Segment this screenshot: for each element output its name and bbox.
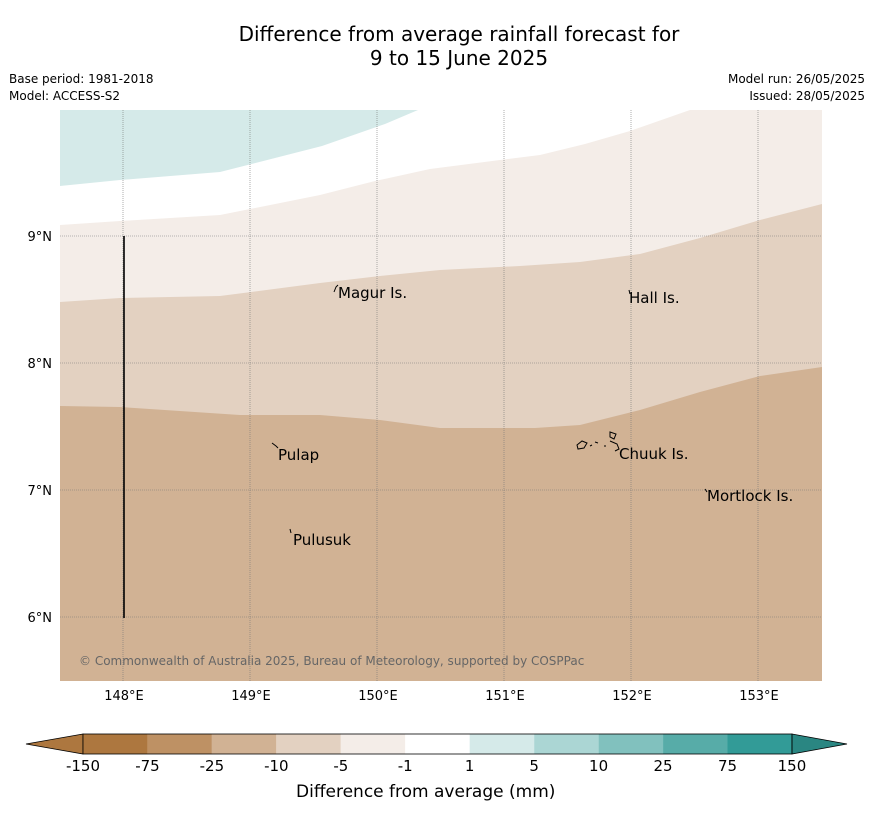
mortlock-island-shape — [704, 488, 708, 493]
colorbar-swatch — [405, 734, 470, 754]
place-label-pulap: Pulap — [278, 446, 319, 464]
place-label-chuuk: Chuuk Is. — [619, 445, 688, 463]
copyright-text: © Commonwealth of Australia 2025, Bureau… — [79, 654, 584, 668]
forecast-map: Magur Is. Hall Is. Pulap Chuuk Is. Mortl… — [28, 110, 822, 704]
place-label-magur: Magur Is. — [338, 284, 407, 302]
gridlines — [60, 110, 822, 681]
lon-tick-152e: 152°E — [612, 689, 652, 704]
lon-tick-149e: 149°E — [231, 689, 271, 704]
colorbar-swatch — [469, 734, 535, 754]
colorbar-swatches — [25, 733, 848, 755]
lon-tick-148e: 148°E — [104, 689, 144, 704]
lat-tick-7n: 7°N — [28, 484, 53, 499]
colorbar-tick-label: 25 — [654, 757, 673, 775]
place-label-pulusuk: Pulusuk — [293, 531, 351, 549]
colorbar-extend-high — [791, 733, 848, 755]
base-period-text: Base period: 1981-2018 — [9, 72, 154, 86]
colorbar-tick-label: 10 — [589, 757, 608, 775]
title-line-2: 9 to 15 June 2025 — [369, 46, 549, 70]
model-text: Model: ACCESS-S2 — [9, 89, 121, 103]
meta-right: Model run: 26/05/2025 Issued: 28/05/2025 — [728, 71, 865, 105]
meta-left: Base period: 1981-2018 Model: ACCESS-S2 — [9, 71, 154, 105]
model-run-text: Model run: 26/05/2025 — [727, 72, 865, 86]
colorbar-tick-label: -75 — [135, 757, 160, 775]
rainfall-anomaly-field — [60, 110, 822, 681]
colorbar-swatch — [83, 734, 148, 754]
title-line-1: Difference from average rainfall forecas… — [238, 22, 680, 46]
colorbar-tick-label: -10 — [264, 757, 289, 775]
colorbar-swatch — [598, 734, 664, 754]
colorbar-ticks: -150 -75 -25 -10 -5 -1 1 5 10 25 75 150 — [66, 757, 806, 775]
colorbar-swatch — [276, 734, 341, 754]
colorbar-tick-label: -5 — [333, 757, 348, 775]
lon-tick-153e: 153°E — [739, 689, 779, 704]
lat-tick-9n: 9°N — [28, 230, 53, 245]
island-outlines — [271, 284, 708, 534]
colorbar-swatch — [147, 734, 212, 754]
lon-tick-151e: 151°E — [485, 689, 525, 704]
colorbar-swatch — [727, 734, 792, 754]
colorbar-label: Difference from average (mm) — [296, 782, 556, 802]
lat-tick-6n: 6°N — [28, 611, 53, 626]
colorbar-tick-label: -150 — [66, 757, 100, 775]
pulusuk-island-shape — [289, 528, 292, 534]
pulap-island-shape — [271, 442, 279, 449]
magur-island-shape — [333, 284, 339, 293]
colorbar-swatch — [340, 734, 406, 754]
colorbar-outline — [82, 733, 793, 755]
place-label-mortlock: Mortlock Is. — [707, 487, 793, 505]
colorbar-swatch — [663, 734, 728, 754]
colorbar-tick-label: 150 — [778, 757, 807, 775]
lat-tick-8n: 8°N — [28, 357, 53, 372]
colorbar-tick-label: -1 — [398, 757, 413, 775]
map-title: Difference from average rainfall forecas… — [0, 22, 873, 70]
chuuk-island-shape — [576, 431, 620, 452]
colorbar-tick-label: -25 — [200, 757, 225, 775]
hall-island-shape — [628, 289, 631, 295]
issued-text: Issued: 28/05/2025 — [749, 89, 865, 103]
colorbar-tick-label: 75 — [718, 757, 737, 775]
place-label-hall: Hall Is. — [629, 289, 680, 307]
colorbar-swatch — [534, 734, 599, 754]
colorbar-extend-low — [25, 733, 84, 755]
lon-tick-150e: 150°E — [358, 689, 398, 704]
zone-1-to-5 — [60, 110, 418, 186]
colorbar-tick-label: 5 — [529, 757, 539, 775]
colorbar-tick-label: 1 — [465, 757, 475, 775]
colorbar-swatch — [211, 734, 277, 754]
